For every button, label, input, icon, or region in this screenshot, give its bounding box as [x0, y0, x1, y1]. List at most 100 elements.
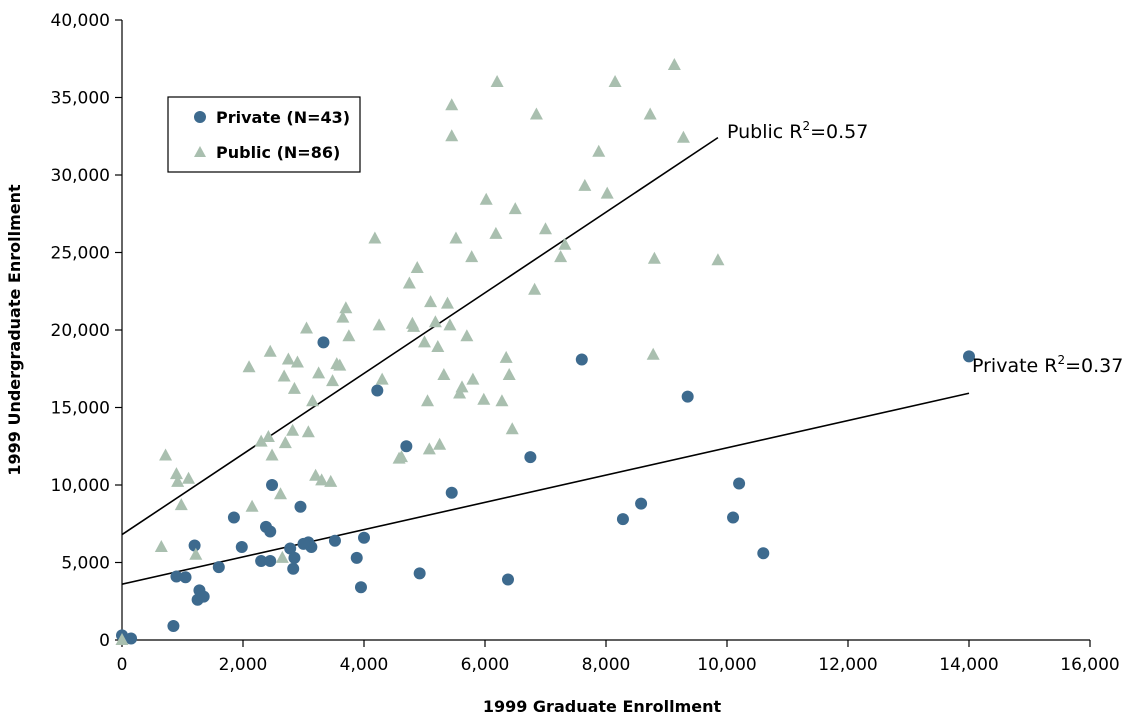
private-data-point — [681, 390, 694, 403]
public-data-point — [421, 394, 435, 407]
public-data-point — [245, 499, 259, 512]
public-data-point — [428, 315, 442, 328]
public-data-point — [326, 374, 340, 387]
public-data-point — [465, 250, 479, 263]
public-data-point — [254, 434, 268, 447]
y-tick-label: 35,000 — [51, 89, 110, 109]
private-data-point — [354, 581, 367, 594]
public-data-point — [443, 318, 457, 331]
public-trend-value: =0.57 — [810, 121, 868, 143]
public-data-point — [667, 57, 681, 70]
public-data-point — [490, 75, 504, 87]
legend-public-marker — [194, 146, 206, 157]
x-tick-label: 12,000 — [818, 655, 877, 675]
public-data-point — [643, 107, 657, 120]
public-data-point — [608, 75, 622, 87]
x-tick-label: 6,000 — [461, 655, 510, 675]
public-data-point — [171, 474, 185, 487]
private-data-point — [445, 486, 458, 499]
public-data-point — [418, 335, 431, 348]
x-tick-label: 16,000 — [1060, 655, 1119, 675]
public-data-point — [115, 633, 129, 645]
x-tick-label: 2,000 — [219, 655, 268, 675]
public-data-point — [466, 372, 480, 385]
private-data-point — [264, 554, 277, 567]
public-data-point — [300, 321, 314, 334]
private-data-point — [188, 539, 201, 552]
public-data-point — [312, 366, 326, 379]
private-data-point — [371, 384, 384, 397]
private-data-point — [524, 451, 537, 464]
public-data-point — [286, 423, 300, 436]
x-tick-label: 8,000 — [582, 655, 631, 675]
public-data-point — [405, 316, 419, 329]
private-data-point — [284, 542, 297, 555]
public-data-point — [479, 192, 493, 205]
y-axis-ticks: 0 5,000 10,000 15,000 20,000 25,000 30,000 35,0… — [51, 11, 122, 651]
public-data-point — [437, 367, 451, 380]
x-tick-label: 14,000 — [939, 655, 998, 675]
private-data-point — [317, 336, 330, 349]
y-tick-label: 40,000 — [51, 11, 110, 31]
public-data-point — [600, 186, 614, 199]
public-data-point — [422, 442, 436, 455]
private-data-point — [288, 551, 301, 564]
public-trend-label: Public R2=0.57 — [727, 119, 868, 143]
legend-private-label: Private (N=43) — [216, 108, 350, 127]
trendlines — [121, 136, 970, 585]
public-data-point — [424, 295, 438, 308]
y-tick-label: 10,000 — [51, 476, 110, 496]
private-data-point — [733, 477, 746, 490]
private-data-point — [757, 547, 770, 560]
public-data-point — [342, 329, 356, 342]
public-data-point — [182, 471, 196, 484]
public-data-point — [460, 329, 474, 342]
public-data-point — [242, 360, 256, 373]
public-data-point — [495, 394, 509, 407]
private-data-point — [125, 632, 138, 645]
public-data-point — [174, 498, 188, 511]
private-data-point — [212, 561, 225, 574]
public-data-point — [647, 251, 661, 264]
private-data-point — [358, 531, 370, 544]
public-data-point — [529, 107, 543, 120]
public-data-point — [368, 231, 382, 244]
private-data-point — [167, 620, 180, 633]
private-data-point — [179, 571, 192, 584]
public-data-point — [261, 429, 275, 442]
public-data-point — [275, 550, 289, 563]
public-data-point — [336, 310, 350, 323]
public-data-point — [324, 474, 338, 487]
public-data-point — [578, 178, 592, 191]
legend-private-marker — [194, 111, 206, 123]
public-data-point — [395, 450, 409, 463]
public-data-point — [333, 358, 347, 371]
public-trendline — [121, 136, 719, 536]
private-data-point — [297, 537, 310, 550]
public-data-point — [159, 448, 173, 461]
public-data-point — [433, 437, 447, 450]
public-data-point — [315, 473, 329, 486]
private-points — [116, 336, 975, 645]
public-data-point — [676, 130, 690, 143]
public-data-point — [265, 448, 279, 461]
private-data-point — [287, 562, 300, 575]
private-data-point — [227, 511, 240, 524]
public-trend-label-text: Public R — [727, 121, 802, 143]
x-tick-label: 0 — [117, 655, 128, 675]
public-data-point — [445, 129, 459, 142]
public-data-point — [290, 355, 304, 368]
public-data-point — [453, 386, 467, 399]
legend-public-label: Public (N=86) — [216, 143, 340, 162]
public-data-point — [287, 381, 301, 394]
public-data-point — [309, 468, 323, 481]
public-data-point — [281, 352, 295, 365]
private-data-point — [575, 353, 588, 366]
public-data-point — [477, 392, 491, 405]
y-tick-label: 5,000 — [61, 554, 110, 574]
public-data-point — [711, 253, 725, 266]
x-tick-label: 10,000 — [697, 655, 756, 675]
public-data-point — [277, 369, 291, 382]
private-data-point — [235, 541, 248, 553]
